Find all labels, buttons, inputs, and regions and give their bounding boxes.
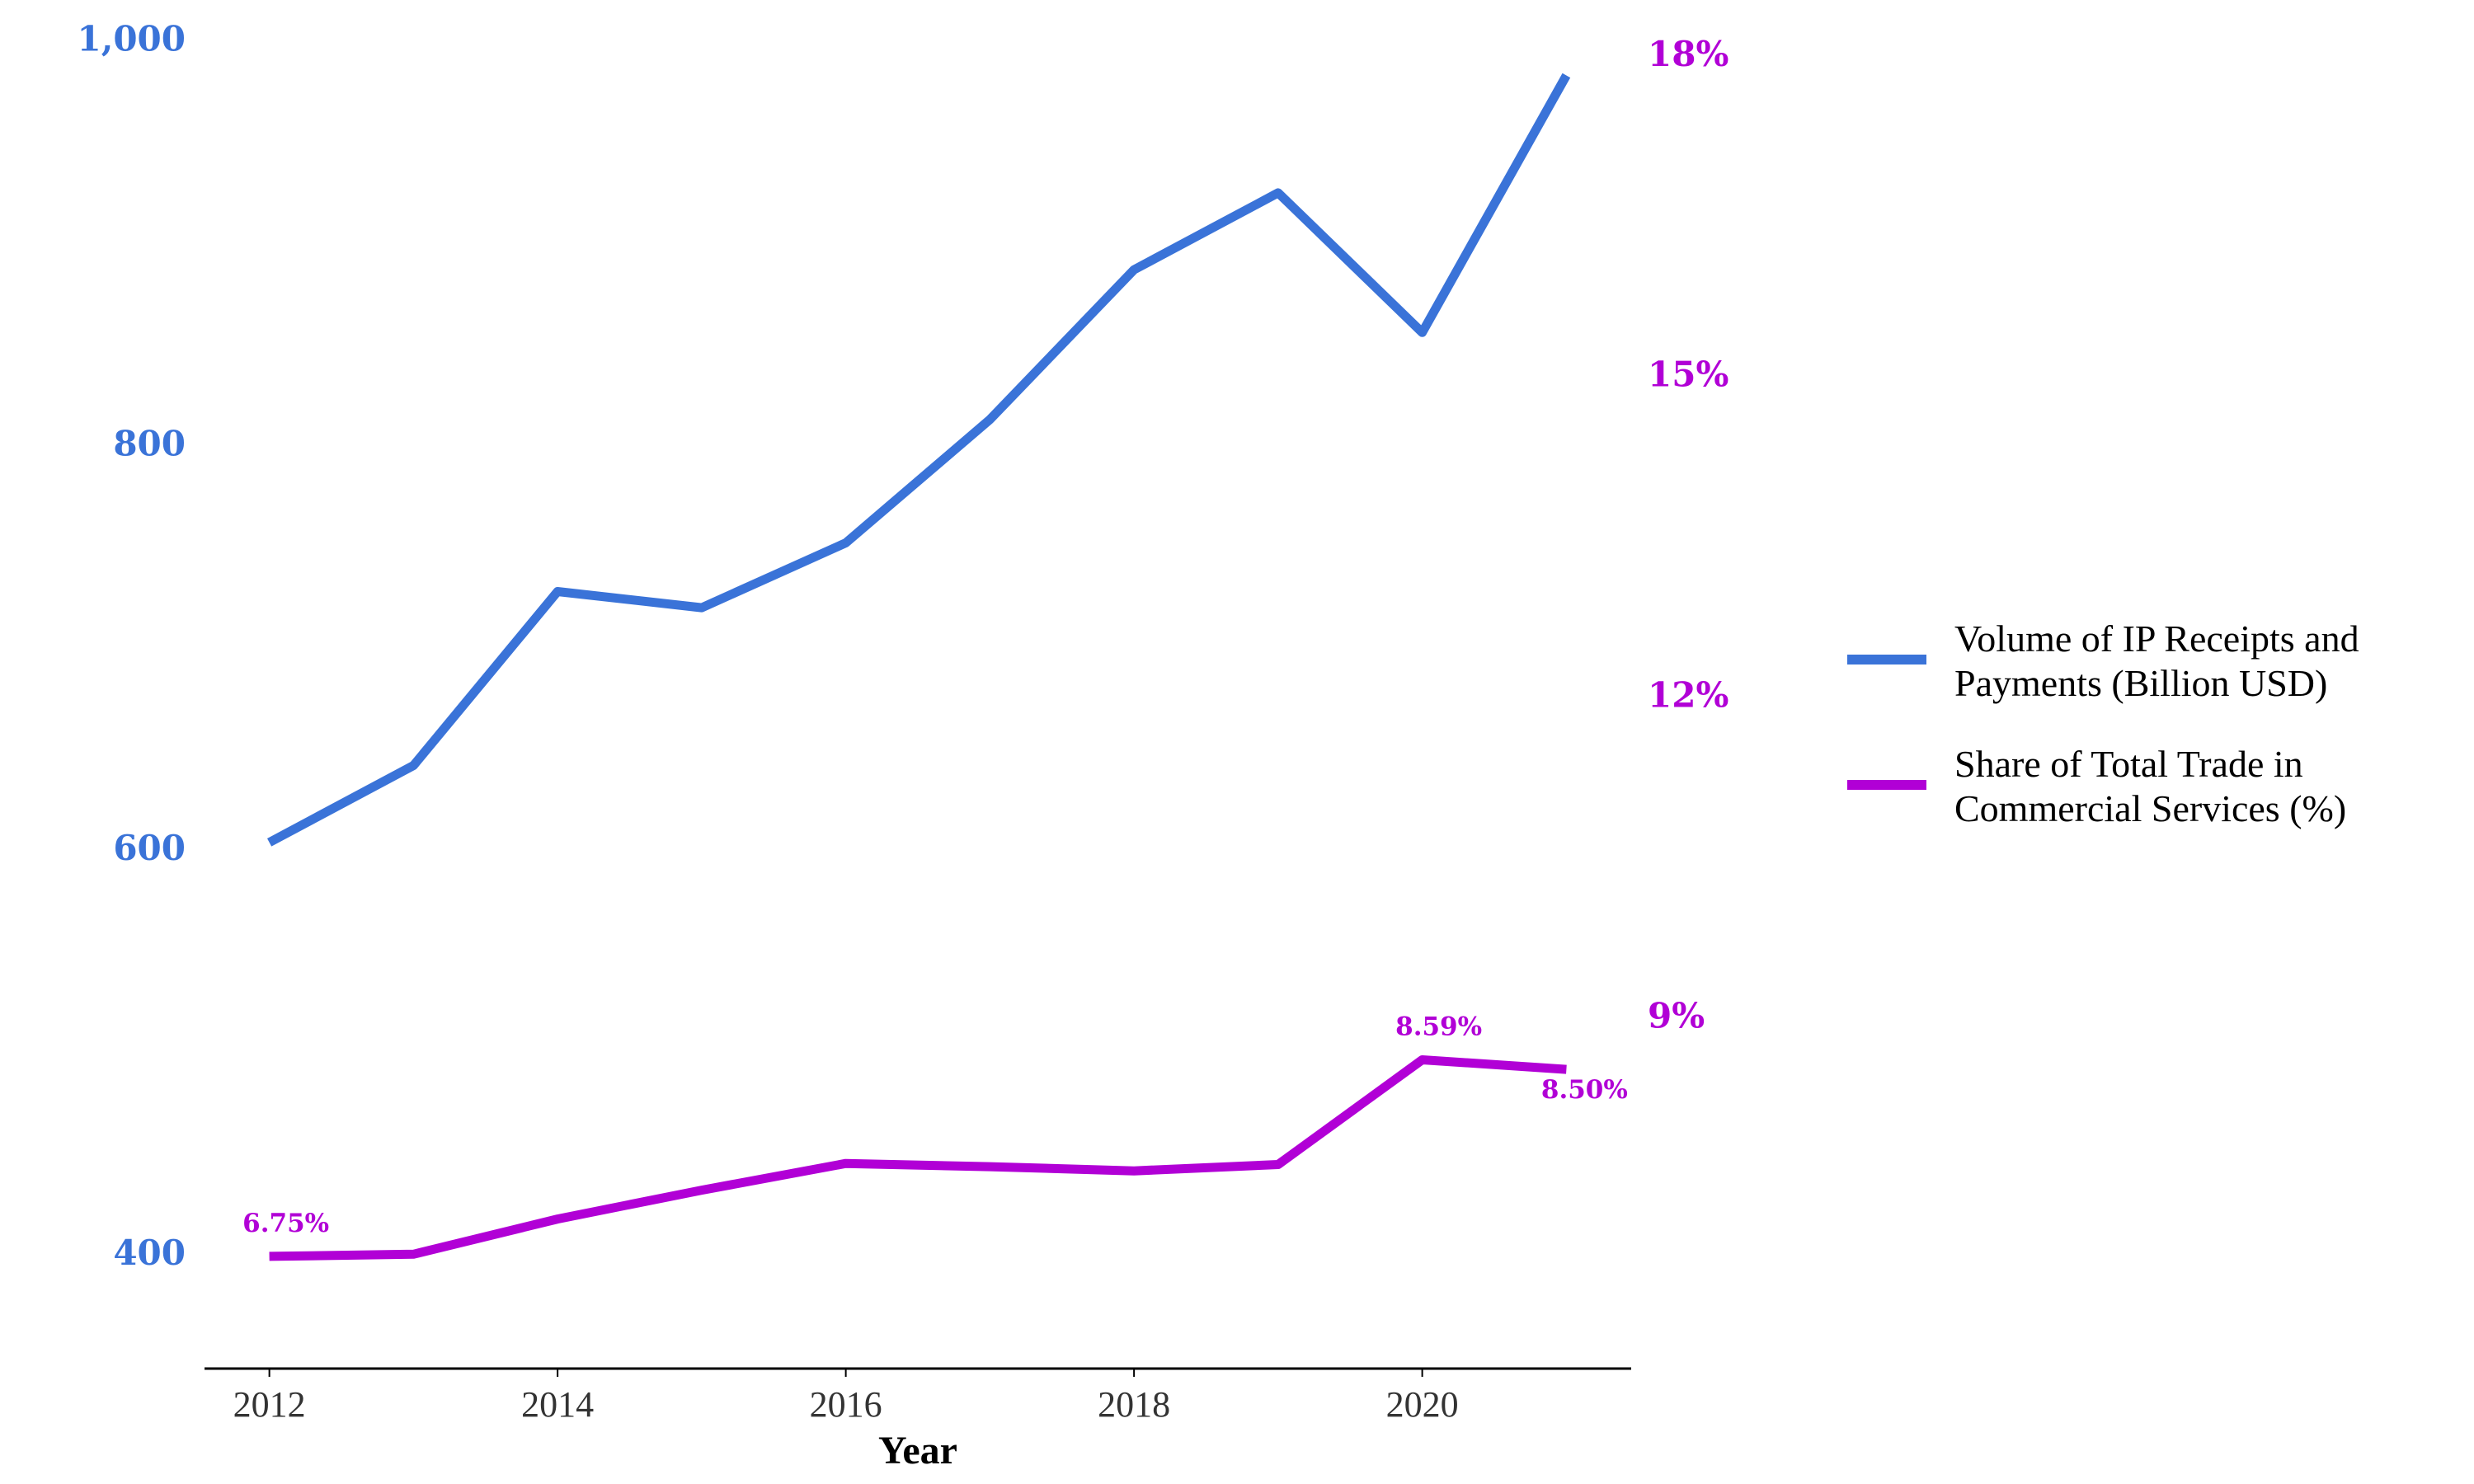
x-tick-label: 2014 [521, 1384, 594, 1425]
legend-label-line: Payments (Billion USD) [1954, 662, 2327, 704]
plot-lines [267, 73, 1571, 1261]
left-tick-label: 800 [113, 423, 186, 463]
data-labels: 6.75% 8.59% 8.50% [242, 1012, 1628, 1237]
right-tick-label: 18% [1648, 34, 1729, 74]
legend-label-line: Commercial Services (%) [1954, 787, 2346, 829]
data-label: 8.50% [1541, 1075, 1628, 1105]
right-tick-label: 12% [1648, 675, 1729, 716]
x-tick-label: 2016 [810, 1384, 882, 1425]
x-tick-label: 2012 [233, 1384, 306, 1425]
legend-label-line: Share of Total Trade in [1954, 743, 2303, 785]
legend-label-line: Volume of IP Receipts and [1954, 618, 2359, 660]
right-y-axis: 9% 12% 15% 18% [1648, 34, 1729, 1036]
x-tick-label: 2018 [1098, 1384, 1170, 1425]
x-axis: 2012 2014 2016 2018 2020 [233, 1369, 1459, 1425]
left-y-axis: 400 600 800 1,000 [77, 18, 186, 1273]
data-label: 8.59% [1395, 1012, 1482, 1041]
left-tick-label: 1,000 [77, 18, 186, 59]
right-tick-label: 15% [1648, 355, 1729, 395]
share-trade-line [269, 1055, 1567, 1261]
x-axis-title: Year [878, 1429, 957, 1472]
data-label: 6.75% [242, 1209, 329, 1238]
left-tick-label: 600 [113, 828, 186, 868]
ip-volume-line [267, 73, 1571, 847]
left-tick-label: 400 [113, 1233, 186, 1273]
x-tick-label: 2020 [1386, 1384, 1459, 1425]
right-tick-label: 9% [1648, 995, 1705, 1036]
